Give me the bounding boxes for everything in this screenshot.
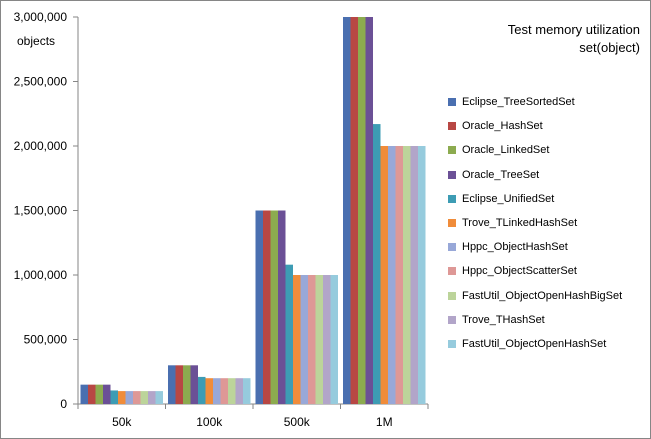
legend-item: Hppc_ObjectScatterSet (448, 259, 622, 283)
bar (263, 210, 271, 404)
bar (358, 17, 366, 404)
bar (88, 384, 96, 404)
bar (315, 275, 323, 404)
legend-swatch (448, 291, 456, 300)
chart-title-line-1: Test memory utilization (507, 22, 640, 37)
bar (175, 365, 183, 404)
legend-item: Trove_THashSet (448, 308, 622, 332)
bar (103, 384, 111, 404)
legend-item: FastUtil_ObjectOpenHashBigSet (448, 284, 622, 308)
legend-label: Trove_THashSet (462, 313, 545, 326)
legend-item: Oracle_TreeSet (448, 163, 622, 187)
bar (323, 275, 331, 404)
bar (343, 17, 351, 404)
x-tick-label: 500k (284, 415, 311, 429)
bar (190, 365, 198, 404)
bar (125, 391, 133, 404)
legend-swatch (448, 194, 456, 203)
legend-swatch (448, 315, 456, 324)
bar (293, 275, 301, 404)
bar (270, 210, 278, 404)
bar (198, 376, 206, 404)
legend-item: Oracle_LinkedSet (448, 138, 622, 162)
bar (403, 146, 411, 404)
bar (380, 146, 388, 404)
legend-label: FastUtil_ObjectOpenHashSet (462, 337, 607, 350)
legend-swatch (448, 98, 456, 107)
legend-label: Oracle_TreeSet (462, 168, 540, 181)
bar (365, 17, 373, 404)
bar (228, 378, 236, 404)
legend-label: Hppc_ObjectScatterSet (462, 265, 577, 278)
legend-label: Hppc_ObjectHashSet (462, 241, 568, 254)
y-tick-label: 1,500,000 (14, 204, 68, 218)
legend-label: Eclipse_TreeSortedSet (462, 96, 575, 109)
legend-swatch (448, 122, 456, 131)
bar (388, 146, 396, 404)
legend-item: Trove_TLinkedHashSet (448, 211, 622, 235)
chart-title-line-2: set(object) (579, 40, 640, 55)
bar (133, 391, 141, 404)
bar (243, 378, 251, 404)
x-tick-label: 50k (112, 415, 132, 429)
legend-item: Eclipse_UnifiedSet (448, 187, 622, 211)
legend-label: Oracle_HashSet (462, 120, 543, 133)
y-tick-label: 3,000,000 (14, 10, 68, 24)
bar (80, 384, 88, 404)
bar (183, 365, 191, 404)
bar (285, 264, 293, 404)
legend-swatch (448, 339, 456, 348)
y-axis-label: objects (17, 34, 56, 48)
legend-label: Oracle_LinkedSet (462, 144, 550, 157)
y-tick-label: 0 (60, 397, 67, 411)
bar (213, 378, 221, 404)
legend-swatch (448, 243, 456, 252)
legend-label: Eclipse_UnifiedSet (462, 192, 555, 205)
bar (410, 146, 418, 404)
x-tick-label: 1M (376, 415, 393, 429)
legend-item: Oracle_HashSet (448, 114, 622, 138)
y-tick-label: 2,500,000 (14, 75, 68, 89)
bar (148, 391, 156, 404)
x-tick-label: 100k (196, 415, 223, 429)
bar (118, 391, 126, 404)
legend-item: FastUtil_ObjectOpenHashSet (448, 332, 622, 356)
bar (205, 378, 213, 404)
bar (220, 378, 228, 404)
bar (235, 378, 243, 404)
legend-label: Trove_TLinkedHashSet (462, 217, 578, 230)
bar (395, 146, 403, 404)
bar (140, 391, 148, 404)
bar (95, 384, 103, 404)
bar (155, 391, 163, 404)
legend-swatch (448, 267, 456, 276)
bar (308, 275, 316, 404)
bar (110, 390, 118, 404)
legend-label: FastUtil_ObjectOpenHashBigSet (462, 289, 623, 302)
bar (300, 275, 308, 404)
legend-swatch (448, 219, 456, 228)
legend-swatch (448, 170, 456, 179)
y-tick-label: 2,000,000 (14, 139, 68, 153)
y-tick-label: 500,000 (24, 333, 68, 347)
y-tick-label: 1,000,000 (14, 268, 68, 282)
bar (330, 275, 338, 404)
legend-item: Hppc_ObjectHashSet (448, 235, 622, 259)
legend-item: Eclipse_TreeSortedSet (448, 90, 622, 114)
bar (418, 146, 426, 404)
bar (255, 210, 263, 404)
bar (278, 210, 286, 404)
bar (373, 124, 381, 404)
bar (350, 17, 358, 404)
legend: Eclipse_TreeSortedSet Oracle_HashSet Oracl… (448, 90, 622, 356)
bar (168, 365, 176, 404)
legend-swatch (448, 146, 456, 155)
